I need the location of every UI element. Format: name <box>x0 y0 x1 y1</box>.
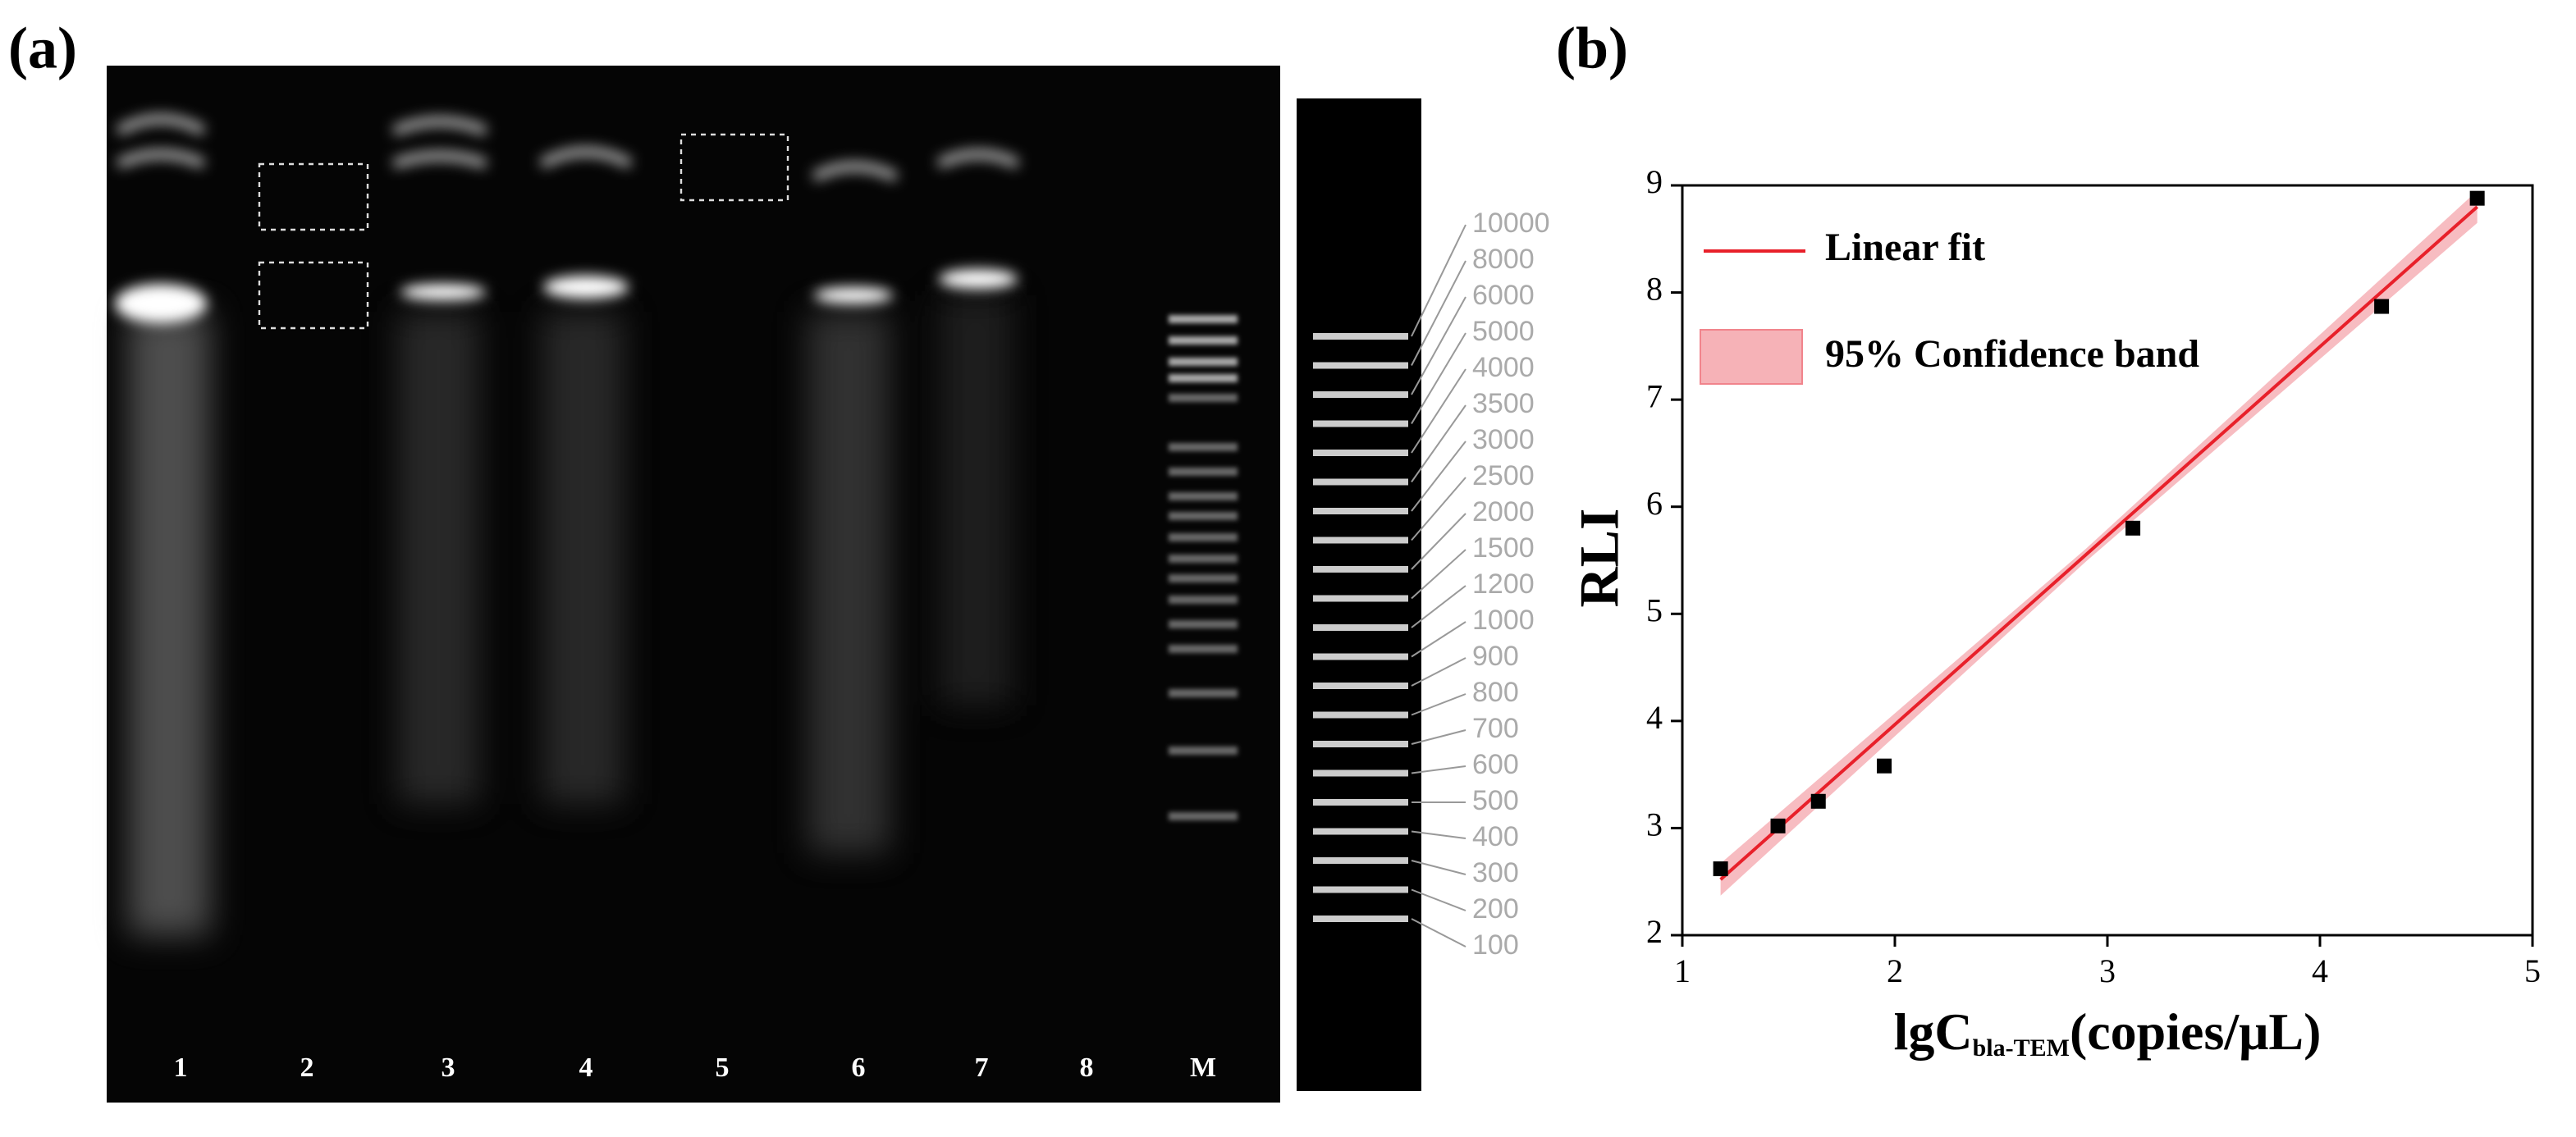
ladder-label: 2000 <box>1472 496 1535 527</box>
panel-label: (a) <box>8 16 77 81</box>
ladder-label: 10000 <box>1472 208 1550 239</box>
ladder-label: 6000 <box>1472 280 1535 311</box>
lane-label: 5 <box>716 1053 730 1083</box>
fit-line <box>1719 205 2478 881</box>
ladder-label: 1500 <box>1472 532 1535 564</box>
lane-label: 4 <box>579 1053 593 1083</box>
ladder-label: 100 <box>1472 929 1519 961</box>
ladder-label: 1200 <box>1472 568 1535 600</box>
data-point <box>1770 818 1786 833</box>
legend-label: Linear fit <box>1825 226 1985 269</box>
y-axis-label: RLI <box>1568 509 1631 608</box>
data-point <box>1810 793 1826 809</box>
gel-image <box>107 66 1466 1103</box>
y-tick-label: 7 <box>1646 377 1663 414</box>
data-point <box>1877 758 1892 774</box>
data-point <box>2469 190 2485 206</box>
x-tick-label: 1 <box>1674 952 1691 989</box>
x-axis-label-part: lgC <box>1894 1002 1973 1061</box>
x-axis-label-part: bla-TEM <box>1973 1034 2070 1062</box>
lane-label: 7 <box>975 1053 989 1083</box>
legend-swatch <box>1700 329 1803 385</box>
y-tick-label: 8 <box>1646 271 1663 308</box>
ladder-label: 400 <box>1472 821 1519 852</box>
y-tick-label: 3 <box>1646 806 1663 843</box>
x-axis-label-part: (copies/μL) <box>2070 1002 2321 1061</box>
plot-frame <box>1681 184 2534 937</box>
lane-label: 8 <box>1080 1053 1094 1083</box>
ladder-label: 1000 <box>1472 605 1535 636</box>
lane-label: M <box>1190 1053 1216 1083</box>
y-tick-label: 4 <box>1646 699 1663 736</box>
y-tick-label: 9 <box>1646 163 1663 200</box>
ladder-label: 300 <box>1472 857 1519 888</box>
ladder-label: 800 <box>1472 677 1519 708</box>
ladder-label: 2500 <box>1472 460 1535 491</box>
ladder-label: 600 <box>1472 749 1519 780</box>
panel-label: (b) <box>1556 16 1628 81</box>
x-tick-label: 5 <box>2524 952 2541 989</box>
ladder-label: 3500 <box>1472 388 1535 419</box>
lane-label: 3 <box>442 1053 455 1083</box>
legend-label: 95% Confidence band <box>1825 332 2199 376</box>
ladder-label: 700 <box>1472 713 1519 744</box>
ladder-label: 200 <box>1472 893 1519 925</box>
y-tick-label: 2 <box>1646 913 1663 950</box>
ladder-label: 4000 <box>1472 352 1535 383</box>
ladder-label: 5000 <box>1472 316 1535 347</box>
data-point <box>2125 520 2141 536</box>
ladder-label: 3000 <box>1472 424 1535 455</box>
lane-label: 6 <box>852 1053 866 1083</box>
data-point <box>1713 861 1728 877</box>
y-tick-label: 5 <box>1646 591 1663 628</box>
y-tick-label: 6 <box>1646 485 1663 522</box>
data-point <box>2374 299 2390 314</box>
lane-label: 2 <box>300 1053 314 1083</box>
x-tick-label: 2 <box>1887 952 1903 989</box>
ladder-label: 8000 <box>1472 244 1535 275</box>
x-tick-label: 3 <box>2099 952 2116 989</box>
ladder-label: 500 <box>1472 785 1519 816</box>
lane-label: 1 <box>174 1053 188 1083</box>
x-tick-label: 4 <box>2312 952 2328 989</box>
ladder-label: 900 <box>1472 641 1519 672</box>
x-axis-label: lgCbla-TEM(copies/μL) <box>1894 1002 2322 1062</box>
